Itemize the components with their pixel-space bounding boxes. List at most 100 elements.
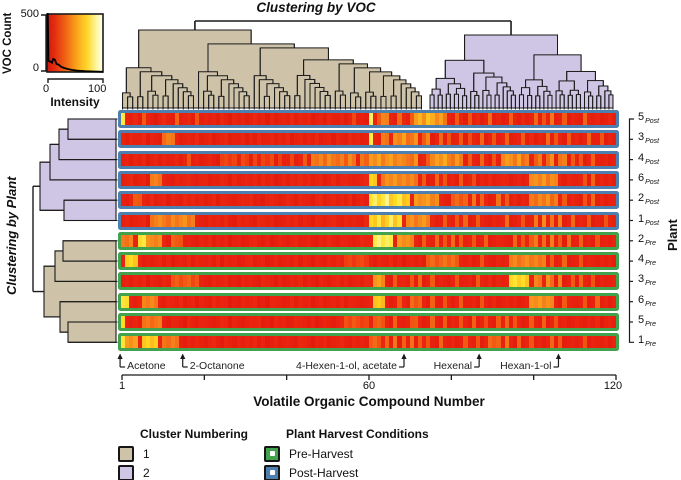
heatmap-cell <box>323 336 328 349</box>
heatmap-cell <box>418 113 423 125</box>
heatmap-cell <box>178 153 183 166</box>
heatmap-cell <box>154 234 159 247</box>
heatmap-cell <box>248 113 253 125</box>
heatmap-cell <box>162 234 167 247</box>
heatmap-cell <box>463 336 468 349</box>
heatmap-cell <box>121 214 126 227</box>
heatmap-cell <box>446 275 451 288</box>
heatmap-cell <box>327 234 332 247</box>
heatmap-cell <box>265 214 270 227</box>
heatmap-cell <box>562 173 567 186</box>
heatmap-cell <box>335 113 340 125</box>
heatmap-cell <box>599 173 604 186</box>
heatmap-cell <box>405 133 410 146</box>
heatmap-cell <box>442 336 447 349</box>
heatmap-cell <box>496 113 501 125</box>
row-label-1-pre: 1Pre <box>638 334 657 349</box>
heatmap-cell <box>248 316 253 328</box>
heatmap-cell <box>145 295 150 308</box>
heatmap-cell <box>484 153 489 166</box>
heatmap-cell <box>517 214 522 227</box>
heatmap-cell <box>162 113 167 125</box>
heatmap-cell <box>261 316 266 328</box>
heatmap-cell <box>286 113 291 125</box>
heatmap-cell <box>314 194 319 207</box>
heatmap-cell <box>244 316 249 328</box>
heatmap-cell <box>269 194 274 207</box>
heatmap-cell <box>438 133 443 146</box>
heatmap-cell <box>562 255 567 268</box>
heatmap-cell <box>525 316 530 328</box>
heatmap-cell <box>455 255 460 268</box>
heatmap-cell <box>446 133 451 146</box>
heatmap-cell <box>599 133 604 146</box>
heatmap-cell <box>215 234 220 247</box>
heatmap-cell <box>310 336 315 349</box>
heatmap-cell <box>294 234 299 247</box>
heatmap-cell <box>372 113 377 125</box>
heatmap-cell <box>545 336 550 349</box>
heatmap-cell <box>405 275 410 288</box>
heatmap-cell <box>286 316 291 328</box>
heatmap-cell <box>203 194 208 207</box>
heatmap-cell <box>562 113 567 125</box>
heatmap-cell <box>541 275 546 288</box>
heatmap-cell <box>422 153 427 166</box>
heatmap-cell <box>347 194 352 207</box>
heatmap-cell <box>451 194 456 207</box>
heatmap-cell <box>125 336 130 349</box>
heatmap-cell <box>220 214 225 227</box>
heatmap-cell <box>595 113 600 125</box>
heatmap-cell <box>479 113 484 125</box>
heatmap-cell <box>314 133 319 146</box>
heatmap-cell <box>533 275 538 288</box>
heatmap-cell <box>302 234 307 247</box>
heatmap-cell <box>372 133 377 146</box>
heatmap-cell <box>129 173 134 186</box>
heatmap-cell <box>240 255 245 268</box>
heatmap-cell <box>154 255 159 268</box>
heatmap-cell <box>327 275 332 288</box>
heatmap-cell <box>343 153 348 166</box>
heatmap-cell <box>438 173 443 186</box>
heatmap-cell <box>323 194 328 207</box>
heatmap-cell <box>203 173 208 186</box>
heatmap-cell <box>508 113 513 125</box>
heatmap-cell <box>327 194 332 207</box>
heatmap-cell <box>397 133 402 146</box>
heatmap-cell <box>574 295 579 308</box>
heatmap-cell <box>347 113 352 125</box>
heatmap-cell <box>562 133 567 146</box>
heatmap-cell <box>583 153 588 166</box>
heatmap-cell <box>248 153 253 166</box>
annotation-arrow-acetone <box>117 353 126 368</box>
heatmap-cell <box>537 336 542 349</box>
heatmap-row-6-post <box>118 170 619 189</box>
heatmap-cell <box>302 336 307 349</box>
heatmap-cell <box>314 214 319 227</box>
heatmap-cell <box>286 194 291 207</box>
heatmap-cell <box>504 194 509 207</box>
heatmap-cell <box>508 255 513 268</box>
heatmap-cell <box>199 336 204 349</box>
heatmap-cell <box>125 133 130 146</box>
heatmap-cell <box>356 173 361 186</box>
heatmap-cell <box>281 255 286 268</box>
heatmap-cell <box>401 275 406 288</box>
heatmap-cell <box>281 173 286 186</box>
heatmap-cell <box>554 234 559 247</box>
heatmap-cell <box>232 153 237 166</box>
heatmap-cell <box>302 173 307 186</box>
heatmap-cell <box>463 295 468 308</box>
heatmap-cell <box>438 336 443 349</box>
heatmap-cell <box>220 153 225 166</box>
heatmap-cell <box>537 173 542 186</box>
heatmap-cell <box>207 173 212 186</box>
heatmap-cell <box>533 336 538 349</box>
heatmap-cell <box>496 153 501 166</box>
heatmap-cell <box>607 255 612 268</box>
heatmap-cell <box>372 214 377 227</box>
heatmap-cell <box>479 255 484 268</box>
heatmap-cell <box>562 234 567 247</box>
heatmap-cell <box>442 275 447 288</box>
